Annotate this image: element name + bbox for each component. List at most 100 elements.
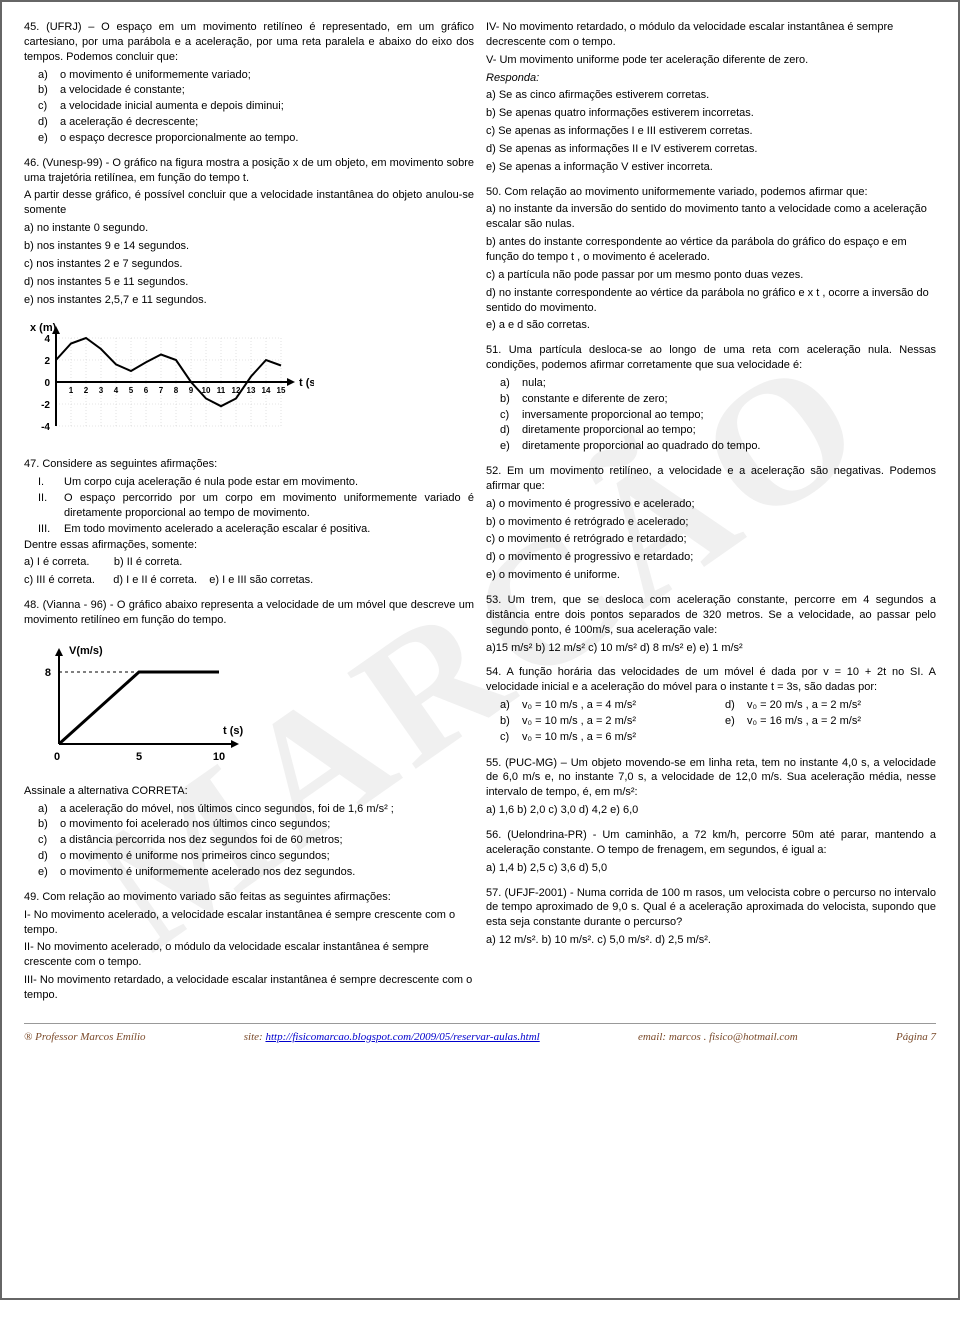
- q51-opts: a)nula; b)constante e diferente de zero;…: [486, 376, 936, 454]
- q51-b: constante e diferente de zero;: [522, 392, 668, 407]
- q46-b: b) nos instantes 9 e 14 segundos.: [24, 239, 474, 254]
- q55-opts: a) 1,6 b) 2,0 c) 3,0 d) 4,2 e) 6,0: [486, 803, 936, 818]
- q52-a: a) o movimento é progressivo e acelerado…: [486, 497, 936, 512]
- q54-e: v₀ = 16 m/s , a = 2 m/s²: [747, 714, 861, 729]
- svg-text:10: 10: [202, 386, 211, 395]
- q54-c: v₀ = 10 m/s , a = 6 m/s²: [522, 730, 636, 745]
- q50-c: c) a partícula não pode passar por um me…: [486, 268, 936, 283]
- svg-text:8: 8: [174, 386, 179, 395]
- q47-row2: c) III é correta. d) I e II é correta. e…: [24, 573, 474, 588]
- q50: 50. Com relação ao movimento uniformemen…: [486, 185, 936, 334]
- svg-text:V(m/s): V(m/s): [69, 645, 103, 657]
- svg-text:9: 9: [189, 386, 194, 395]
- q47-II: O espaço percorrido por um corpo em movi…: [64, 491, 474, 521]
- svg-text:13: 13: [247, 386, 256, 395]
- q57-stem: 57. (UFJF-2001) - Numa corrida de 100 m …: [486, 886, 936, 931]
- svg-text:2: 2: [44, 356, 50, 367]
- svg-text:4: 4: [114, 386, 119, 395]
- left-column: 45. (UFRJ) – O espaço em um movimento re…: [24, 20, 474, 1013]
- svg-text:x (m): x (m): [30, 322, 57, 334]
- q48-opts: a)a aceleração do móvel, nos últimos cin…: [24, 802, 474, 880]
- q47-stem: 47. Considere as seguintes afirmações:: [24, 457, 474, 472]
- svg-text:8: 8: [45, 667, 51, 679]
- q49-cont: IV- No movimento retardado, o módulo da …: [486, 20, 936, 175]
- q45-stem: 45. (UFRJ) – O espaço em um movimento re…: [24, 20, 474, 65]
- q46-c: c) nos instantes 2 e 7 segundos.: [24, 257, 474, 272]
- q45-opts: a)o movimento é uniformemente variado; b…: [24, 68, 474, 146]
- q48: 48. (Vianna - 96) - O gráfico abaixo rep…: [24, 598, 474, 880]
- q56-opts: a) 1,4 b) 2,5 c) 3,6 d) 5,0: [486, 861, 936, 876]
- svg-text:4: 4: [44, 334, 50, 345]
- q46-stem2: A partir desse gráfico, é possível concl…: [24, 188, 474, 218]
- q52-e: e) o movimento é uniforme.: [486, 568, 936, 583]
- q49-a: a) Se as cinco afirmações estiverem corr…: [486, 88, 936, 103]
- q57: 57. (UFJF-2001) - Numa corrida de 100 m …: [486, 886, 936, 948]
- q47: 47. Considere as seguintes afirmações: I…: [24, 457, 474, 588]
- chart-q46: -4-2024123456789101112131415x (m)t (s): [24, 317, 474, 447]
- page: MARCÃO 45. (UFRJ) – O espaço em um movim…: [0, 0, 960, 1300]
- q51-a: nula;: [522, 376, 546, 391]
- q50-d: d) no instante correspondente ao vértice…: [486, 286, 936, 316]
- q48-a: a aceleração do móvel, nos últimos cinco…: [60, 802, 394, 817]
- q56: 56. (Uelondrina-PR) - Um caminhão, a 72 …: [486, 828, 936, 876]
- q52-c: c) o movimento é retrógrado e retardado;: [486, 532, 936, 547]
- svg-text:2: 2: [84, 386, 89, 395]
- svg-text:-4: -4: [41, 422, 50, 433]
- chart48-svg: 80510V(m/s)t (s): [24, 634, 264, 774]
- q48-b: o movimento foi acelerado nos últimos ci…: [60, 817, 330, 832]
- q46-a: a) no instante 0 segundo.: [24, 221, 474, 236]
- q48-assinale: Assinale a alternativa CORRETA:: [24, 784, 474, 799]
- q52: 52. Em um movimento retilíneo, a velocid…: [486, 464, 936, 583]
- svg-text:5: 5: [136, 751, 142, 763]
- q55: 55. (PUC-MG) – Um objeto movendo-se em l…: [486, 756, 936, 818]
- svg-text:6: 6: [144, 386, 149, 395]
- q49-resp: Responda:: [486, 71, 936, 86]
- svg-text:12: 12: [232, 386, 241, 395]
- svg-text:7: 7: [159, 386, 164, 395]
- q48-c: a distância percorrida nos dez segundos …: [60, 833, 343, 848]
- q45-d: a aceleração é decrescente;: [60, 115, 198, 130]
- q47-III: Em todo movimento acelerado a aceleração…: [64, 522, 370, 537]
- q47-row1: a) I é correta. b) II é correta.: [24, 555, 474, 570]
- q45-e: o espaço decresce proporcionalmente ao t…: [60, 131, 298, 146]
- svg-text:15: 15: [277, 386, 286, 395]
- chart46-svg: -4-2024123456789101112131415x (m)t (s): [24, 317, 314, 447]
- svg-text:10: 10: [213, 751, 225, 763]
- q52-stem: 52. Em um movimento retilíneo, a velocid…: [486, 464, 936, 494]
- chart-q48: 80510V(m/s)t (s): [24, 634, 474, 774]
- q52-b: b) o movimento é retrógrado e acelerado;: [486, 515, 936, 530]
- right-column: IV- No movimento retardado, o módulo da …: [486, 20, 936, 1013]
- q49-c: c) Se apenas as informações I e III esti…: [486, 124, 936, 139]
- content-columns: 45. (UFRJ) – O espaço em um movimento re…: [24, 20, 936, 1013]
- svg-text:11: 11: [217, 386, 226, 395]
- q50-stem: 50. Com relação ao movimento uniformemen…: [486, 185, 936, 200]
- q49-d: d) Se apenas as informações II e IV esti…: [486, 142, 936, 157]
- svg-text:0: 0: [44, 378, 50, 389]
- q53: 53. Um trem, que se desloca com aceleraç…: [486, 593, 936, 655]
- q49-V: V- Um movimento uniforme pode ter aceler…: [486, 53, 936, 68]
- q47-roman: I.Um corpo cuja aceleração é nula pode e…: [24, 475, 474, 536]
- footer-link[interactable]: http://fisicomarcao.blogspot.com/2009/05…: [265, 1031, 539, 1043]
- q48-d: o movimento é uniforme nos primeiros cin…: [60, 849, 330, 864]
- footer-email: email: marcos . fisico@hotmail.com: [638, 1030, 798, 1045]
- q51-stem: 51. Uma partícula desloca-se ao longo de…: [486, 343, 936, 373]
- svg-text:1: 1: [69, 386, 74, 395]
- q49-stem: 49. Com relação ao movimento variado são…: [24, 890, 474, 905]
- q45-c: a velocidade inicial aumenta e depois di…: [60, 99, 284, 114]
- footer-page: Página 7: [896, 1030, 936, 1045]
- q50-a: a) no instante da inversão do sentido do…: [486, 202, 936, 232]
- q45-a: o movimento é uniformemente variado;: [60, 68, 251, 83]
- svg-text:0: 0: [54, 751, 60, 763]
- q49-e: e) Se apenas a informação V estiver inco…: [486, 160, 936, 175]
- q47-I: Um corpo cuja aceleração é nula pode est…: [64, 475, 358, 490]
- svg-text:5: 5: [129, 386, 134, 395]
- q49-III: III- No movimento retardado, a velocidad…: [24, 973, 474, 1003]
- q46-d: d) nos instantes 5 e 11 segundos.: [24, 275, 474, 290]
- svg-text:14: 14: [262, 386, 271, 395]
- q46-stem: 46. (Vunesp-99) - O gráfico na figura mo…: [24, 156, 474, 186]
- footer-site: site: http://fisicomarcao.blogspot.com/2…: [244, 1030, 540, 1045]
- q55-stem: 55. (PUC-MG) – Um objeto movendo-se em l…: [486, 756, 936, 801]
- q49: 49. Com relação ao movimento variado são…: [24, 890, 474, 1003]
- q49-b: b) Se apenas quatro informações estivere…: [486, 106, 936, 121]
- q52-d: d) o movimento é progressivo e retardado…: [486, 550, 936, 565]
